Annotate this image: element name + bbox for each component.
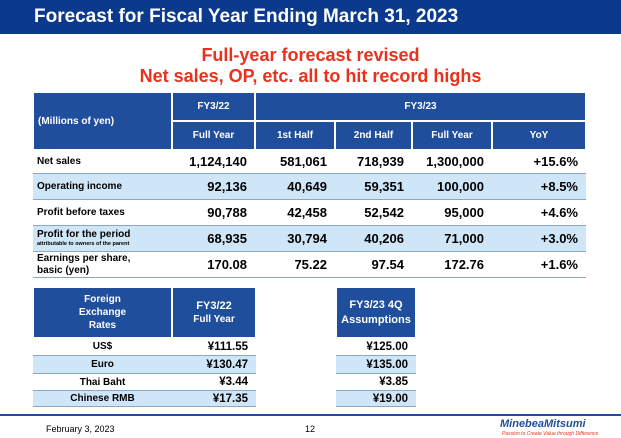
- fx-label: Euro: [33, 356, 172, 374]
- logo: MinebeaMitsumi: [500, 418, 586, 430]
- row-label-text: Net sales: [37, 155, 81, 167]
- tagline: Passion to Create Value through Differen…: [502, 431, 599, 437]
- column-header: 2nd Half: [335, 121, 412, 150]
- value: +3.0%: [492, 226, 586, 252]
- fx-value: ¥111.55: [172, 338, 256, 356]
- column-header: 1st Half: [255, 121, 335, 150]
- column-header: Full Year: [172, 121, 255, 150]
- assumption-value: ¥3.85: [336, 374, 416, 391]
- value: 52,542: [335, 200, 412, 226]
- assumption-value: ¥125.00: [336, 338, 416, 356]
- assumption-value: ¥19.00: [336, 391, 416, 407]
- footer-line: [0, 414, 621, 416]
- title: Forecast for Fiscal Year Ending March 31…: [34, 6, 459, 27]
- row-label: Net sales: [33, 150, 172, 174]
- value: 40,206: [335, 226, 412, 252]
- row-label: Earnings per share, basic (yen): [33, 252, 172, 278]
- row-label-text: Earnings per share, basic (yen): [37, 252, 131, 276]
- fx-value: ¥130.47: [172, 356, 256, 374]
- column-header: YoY: [492, 121, 586, 150]
- value: +1.6%: [492, 252, 586, 278]
- value: 75.22: [255, 252, 335, 278]
- group-header: FY3/22: [172, 92, 255, 121]
- row-label: Profit before taxes: [33, 200, 172, 226]
- row-label: Profit for the period attributable to own…: [33, 226, 172, 252]
- assumption-value: ¥135.00: [336, 356, 416, 374]
- value: +8.5%: [492, 174, 586, 200]
- value: 581,061: [255, 150, 335, 174]
- fx-value: ¥17.35: [172, 391, 256, 407]
- value: 95,000: [412, 200, 492, 226]
- value: 30,794: [255, 226, 335, 252]
- fx-label: US$: [33, 338, 172, 356]
- row-label-text: Operating income: [37, 180, 123, 192]
- fx-header: Foreign Exchange Rates: [33, 287, 172, 338]
- header-bar: [0, 0, 621, 34]
- value: 1,300,000: [412, 150, 492, 174]
- value: 1,124,140: [172, 150, 255, 174]
- fx-group-header: FY3/22 Full Year: [172, 287, 256, 338]
- fx-label: Thai Baht: [33, 374, 172, 391]
- value: 172.76: [412, 252, 492, 278]
- row-note: attributable to owners of the parent: [37, 241, 130, 248]
- value: 170.08: [172, 252, 255, 278]
- value: 90,788: [172, 200, 255, 226]
- value: +4.6%: [492, 200, 586, 226]
- subtitle-line: Net sales, OP, etc. all to hit record hi…: [139, 66, 482, 86]
- value: 97.54: [335, 252, 412, 278]
- row-label-text: Profit before taxes: [37, 206, 125, 218]
- value: 718,939: [335, 150, 412, 174]
- value: 68,935: [172, 226, 255, 252]
- column-header: Full Year: [412, 121, 492, 150]
- value: 59,351: [335, 174, 412, 200]
- value: 92,136: [172, 174, 255, 200]
- group-header: FY3/23: [255, 92, 586, 121]
- fx-value: ¥3.44: [172, 374, 256, 391]
- page-number: 12: [305, 424, 316, 434]
- subtitle-line: Full-year forecast revised: [201, 45, 420, 65]
- fx-label: Chinese RMB: [33, 391, 172, 407]
- row-label: Operating income: [33, 174, 172, 200]
- fx-group: FY3/22: [196, 299, 232, 312]
- value: 100,000: [412, 174, 492, 200]
- value: 71,000: [412, 226, 492, 252]
- value: 40,649: [255, 174, 335, 200]
- row-label-text: Profit for the period: [37, 229, 131, 241]
- value: +15.6%: [492, 150, 586, 174]
- assumptions-header: FY3/23 4Q Assumptions: [336, 287, 416, 338]
- footer-date: February 3, 2023: [46, 424, 115, 434]
- subtitle: Full-year forecast revised Net sales, OP…: [0, 45, 621, 87]
- unit-header: (Millions of yen): [33, 92, 172, 150]
- value: 42,458: [255, 200, 335, 226]
- fx-column: Full Year: [193, 314, 235, 326]
